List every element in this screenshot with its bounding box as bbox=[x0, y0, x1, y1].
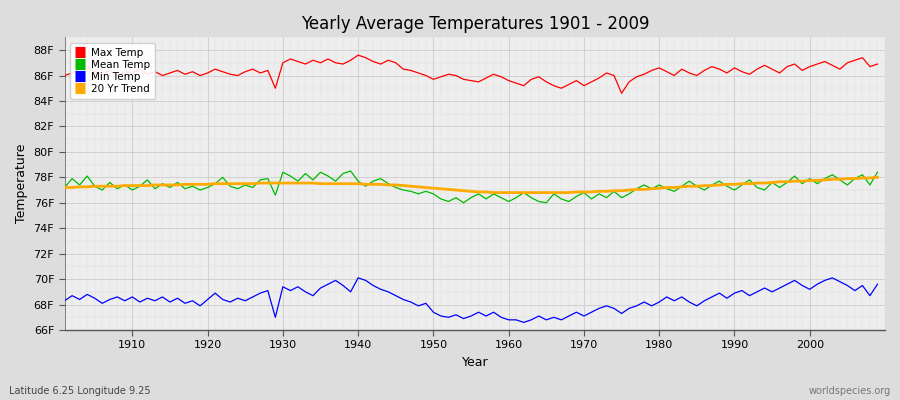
Title: Yearly Average Temperatures 1901 - 2009: Yearly Average Temperatures 1901 - 2009 bbox=[301, 15, 649, 33]
Text: Latitude 6.25 Longitude 9.25: Latitude 6.25 Longitude 9.25 bbox=[9, 386, 150, 396]
X-axis label: Year: Year bbox=[462, 356, 488, 369]
Legend: Max Temp, Mean Temp, Min Temp, 20 Yr Trend: Max Temp, Mean Temp, Min Temp, 20 Yr Tre… bbox=[70, 42, 155, 99]
Y-axis label: Temperature: Temperature bbox=[15, 144, 28, 223]
Text: worldspecies.org: worldspecies.org bbox=[809, 386, 891, 396]
